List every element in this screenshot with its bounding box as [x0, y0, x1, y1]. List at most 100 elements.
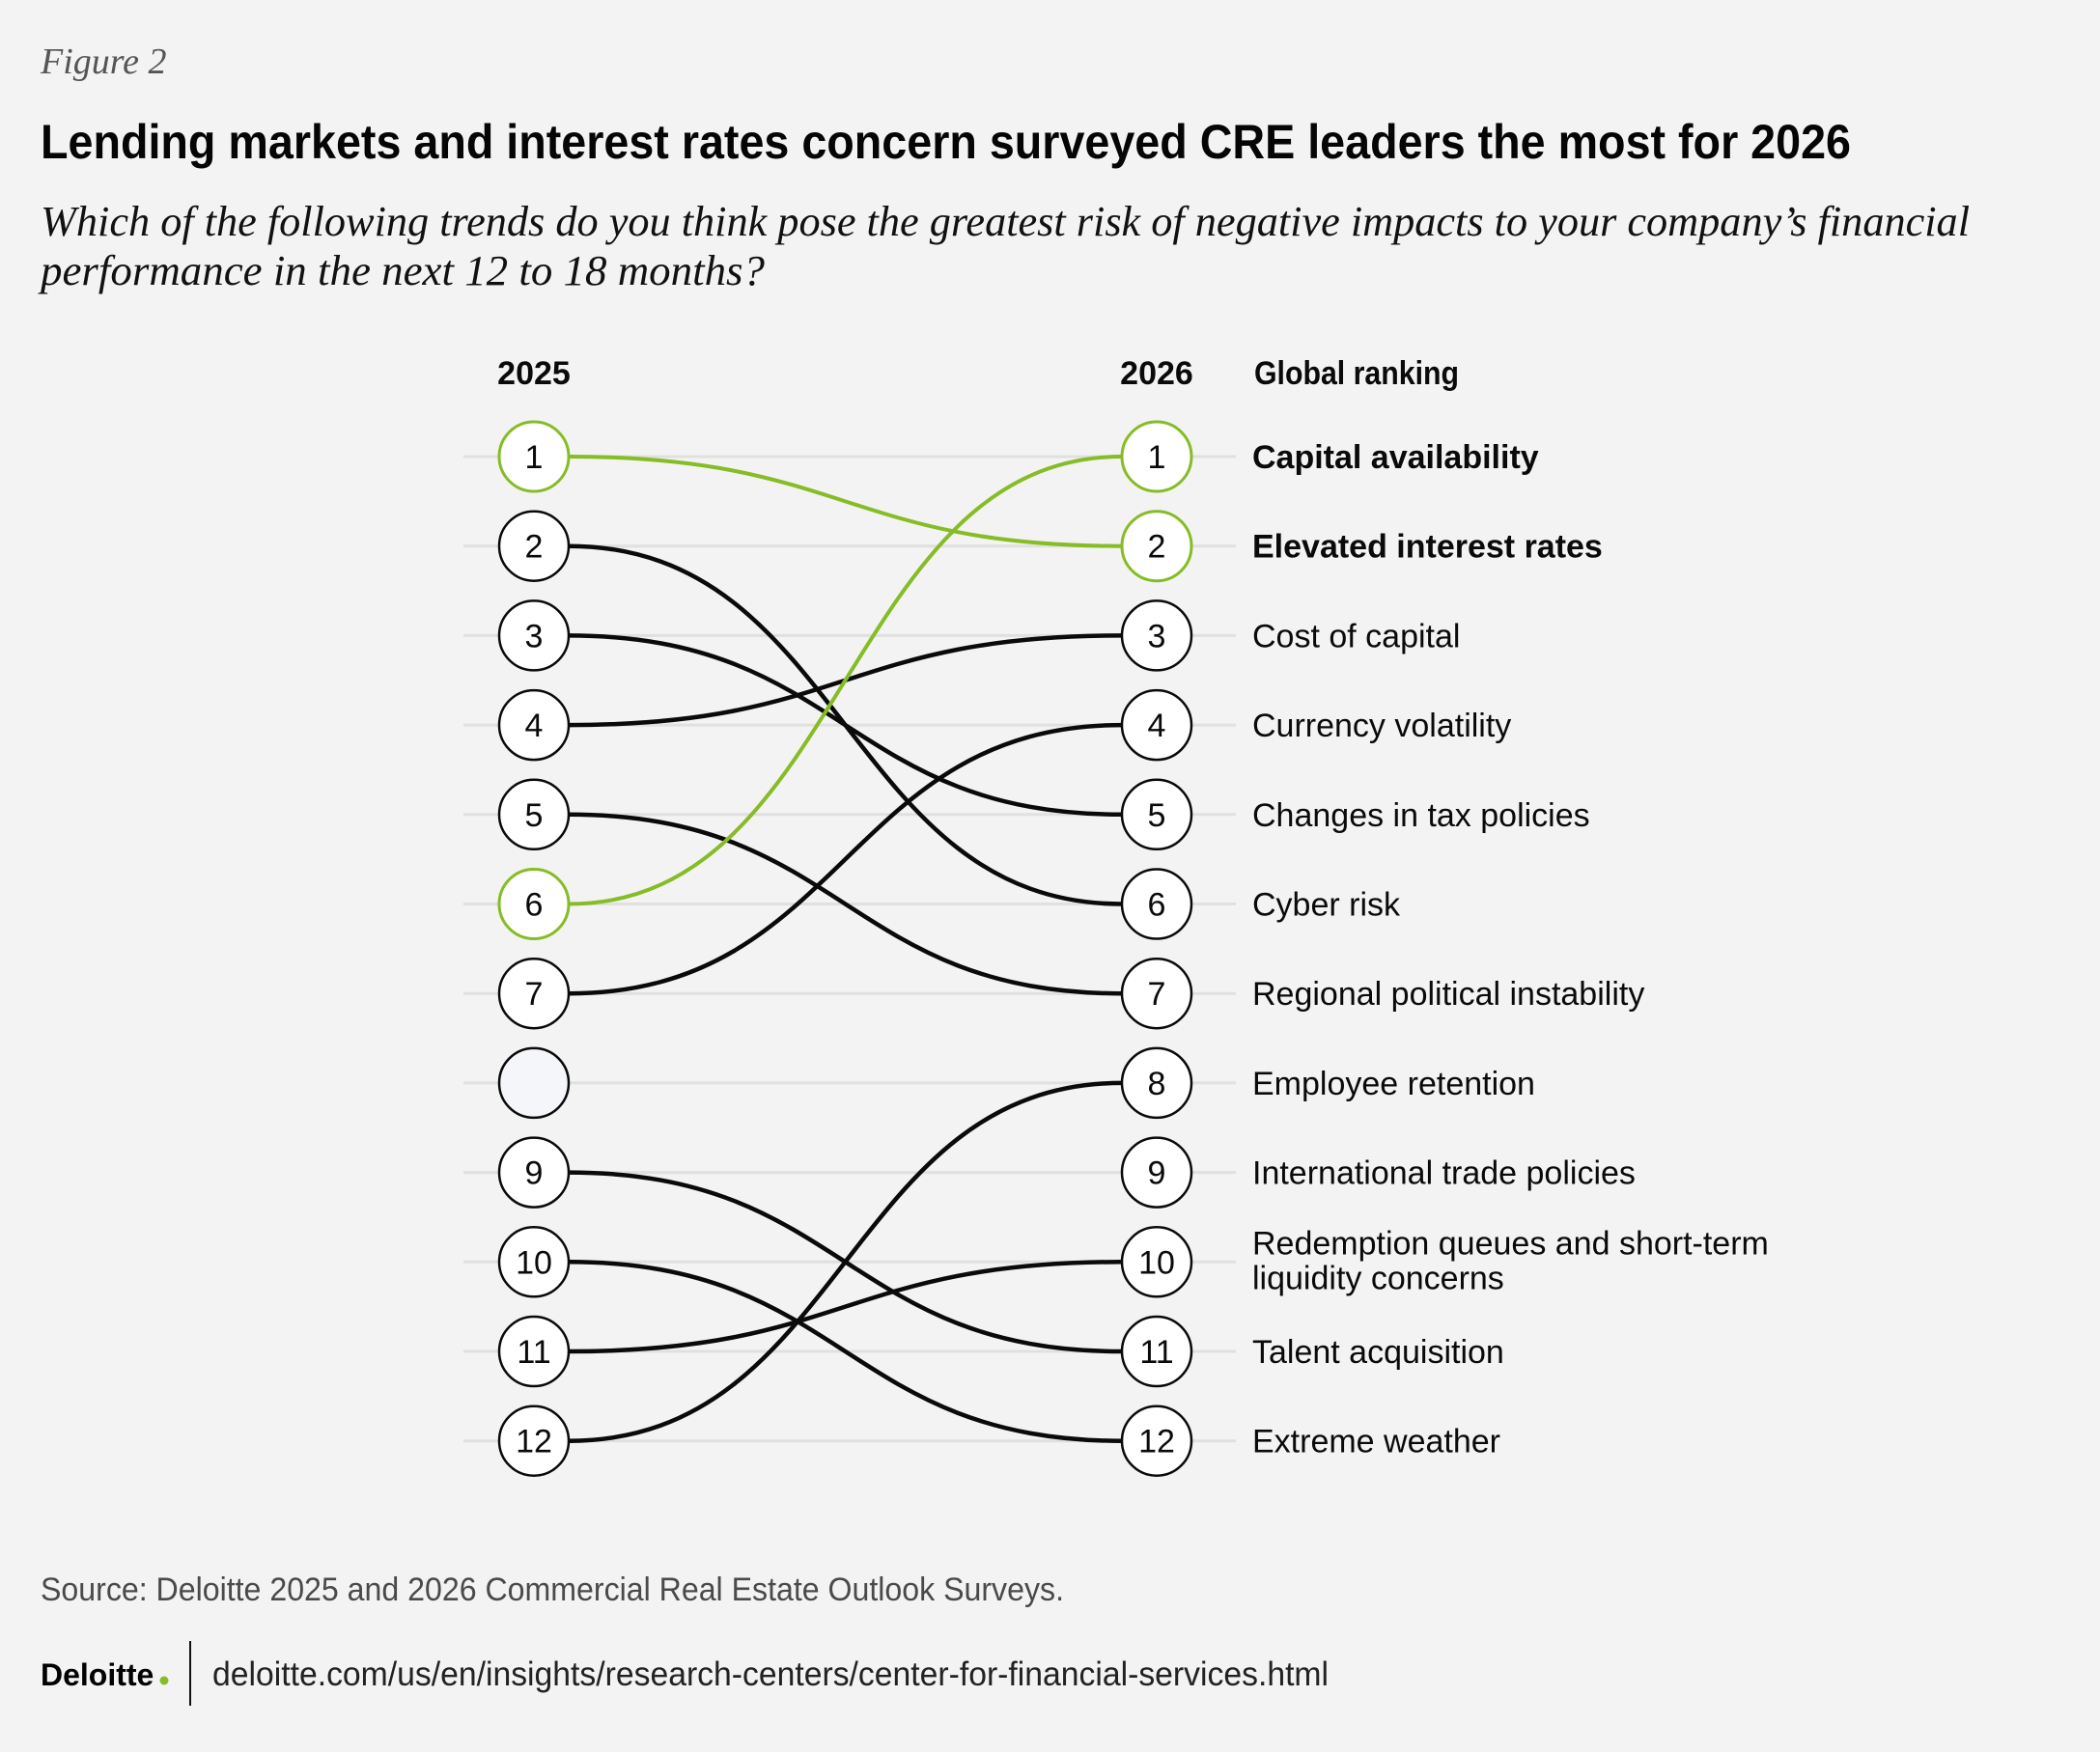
- node-2025-rank-2: 2: [497, 510, 571, 582]
- node-circle: [497, 1136, 571, 1209]
- node-2026-rank-11: 11: [1120, 1315, 1193, 1388]
- link-9-to-11: [568, 1170, 1123, 1354]
- node-2026-rank-5: 5: [1120, 778, 1193, 851]
- rank-number: 7: [1148, 976, 1166, 1013]
- node-2025-rank-6: 6: [497, 868, 571, 940]
- node-2026-rank-2: 2: [1120, 510, 1193, 583]
- link-6-to-1: [568, 455, 1123, 906]
- link-11-to-10: [568, 1260, 1123, 1354]
- rank-number: 3: [525, 618, 544, 654]
- item-labels: Capital availability Elevated interest ra…: [1252, 439, 1769, 1460]
- node-circle: [1120, 868, 1193, 940]
- item-label: Extreme weather: [1252, 1424, 1500, 1460]
- node-circle: [497, 1046, 571, 1120]
- node-circle: [497, 420, 571, 493]
- rank-number: 2: [525, 529, 544, 566]
- rank-number: 11: [517, 1334, 550, 1371]
- source-note: Source: Deloitte 2025 and 2026 Commercia…: [41, 1571, 1064, 1608]
- node-circle: [1120, 420, 1193, 493]
- rank-number: 5: [525, 797, 544, 834]
- node-circle: [497, 599, 571, 672]
- deloitte-logo-dot-icon: [159, 1676, 169, 1685]
- node-circle: [497, 957, 571, 1030]
- node-2026-rank-4: 4: [1120, 688, 1193, 762]
- node-circle: [497, 1226, 571, 1298]
- node-2026-rank-7: 7: [1120, 957, 1193, 1030]
- rank-number: 2: [1148, 529, 1166, 566]
- node-circle: [1120, 1136, 1193, 1209]
- item-label: Regional political instability: [1252, 976, 1644, 1013]
- node-2025-rank-9: 9: [497, 1136, 571, 1209]
- node-2025-rank-11: 11: [497, 1315, 571, 1388]
- node-circle: [1120, 1315, 1193, 1388]
- node-circle: [497, 510, 571, 582]
- node-2025-rank-1: 1: [497, 420, 571, 493]
- item-label-line: liquidity concerns: [1252, 1260, 1504, 1296]
- node-circle: [497, 688, 571, 762]
- rank-number: 12: [516, 1424, 552, 1460]
- item-label: Cost of capital: [1252, 618, 1460, 654]
- rank-number: 11: [1139, 1334, 1173, 1371]
- node-circle: [1120, 688, 1193, 762]
- rank-number: 7: [525, 976, 544, 1013]
- node-circle: [1120, 1046, 1193, 1120]
- node-2026-rank-3: 3: [1120, 599, 1193, 672]
- node-circle: [1120, 1404, 1193, 1477]
- node-2026-rank-6: 6: [1120, 868, 1193, 940]
- rank-number: 1: [525, 439, 544, 476]
- node-circle: [497, 778, 571, 851]
- link-10-to-12: [568, 1260, 1123, 1443]
- node-2025-rank-3: 3: [497, 599, 571, 672]
- chart-title: Lending markets and interest rates conce…: [41, 115, 1851, 169]
- rank-number: 4: [525, 708, 544, 744]
- deloitte-logo: Deloitte: [41, 1657, 169, 1692]
- node-2026-rank-9: 9: [1120, 1136, 1193, 1209]
- footer-url-link[interactable]: deloitte.com/us/en/insights/research-cen…: [212, 1655, 1329, 1693]
- rank-number: 9: [525, 1155, 544, 1192]
- node-circle: [1120, 510, 1193, 583]
- item-label: Currency volatility: [1252, 708, 1511, 744]
- axis-label-2025: 2025: [497, 355, 571, 392]
- rank-number: 10: [516, 1244, 552, 1281]
- node-2025-rank-5: 5: [497, 778, 571, 851]
- link-7-to-4: [568, 722, 1123, 996]
- item-label: Elevated interest rates: [1252, 529, 1603, 566]
- item-label: Cyber risk: [1252, 887, 1401, 924]
- node-circle: [1120, 778, 1193, 851]
- node-circle: [497, 1315, 571, 1388]
- figure-label: Figure 2: [40, 42, 167, 82]
- rank-number: 3: [1148, 618, 1166, 654]
- rank-number: 10: [1138, 1244, 1175, 1281]
- node-2025-rank-7: 7: [497, 957, 571, 1030]
- node-2026-rank-12: 12: [1120, 1404, 1193, 1477]
- rank-number: 9: [1148, 1155, 1166, 1192]
- node-2026-rank-1: 1: [1120, 420, 1193, 493]
- node-2025-rank-10: 10: [497, 1226, 571, 1298]
- node-circle: [1120, 957, 1193, 1030]
- rank-number: 8: [1148, 1066, 1166, 1102]
- link-2-to-6: [568, 543, 1123, 906]
- item-label: Capital availability: [1252, 439, 1539, 476]
- global-ranking-header: Global ranking: [1254, 355, 1459, 392]
- axis-label-2026: 2026: [1120, 355, 1193, 392]
- node-2025-rank-4: 4: [497, 688, 571, 762]
- node-circle: [1120, 599, 1193, 672]
- item-label: Talent acquisition: [1252, 1334, 1504, 1371]
- link-1-to-2: [568, 455, 1123, 548]
- rank-number: 4: [1148, 708, 1166, 744]
- node-2026-rank-10: 10: [1120, 1226, 1193, 1298]
- rank-number: 1: [1148, 439, 1166, 476]
- item-label: International trade policies: [1252, 1155, 1636, 1192]
- item-label-line: Redemption queues and short-term: [1252, 1225, 1769, 1262]
- rank-number: 6: [1148, 887, 1166, 924]
- rank-number: 5: [1148, 797, 1166, 834]
- rank-number: 6: [525, 887, 544, 924]
- rank-number: 12: [1138, 1424, 1175, 1460]
- node-2026-rank-8: 8: [1120, 1046, 1193, 1120]
- node-circle: [497, 868, 571, 940]
- rank-links: [568, 455, 1123, 1443]
